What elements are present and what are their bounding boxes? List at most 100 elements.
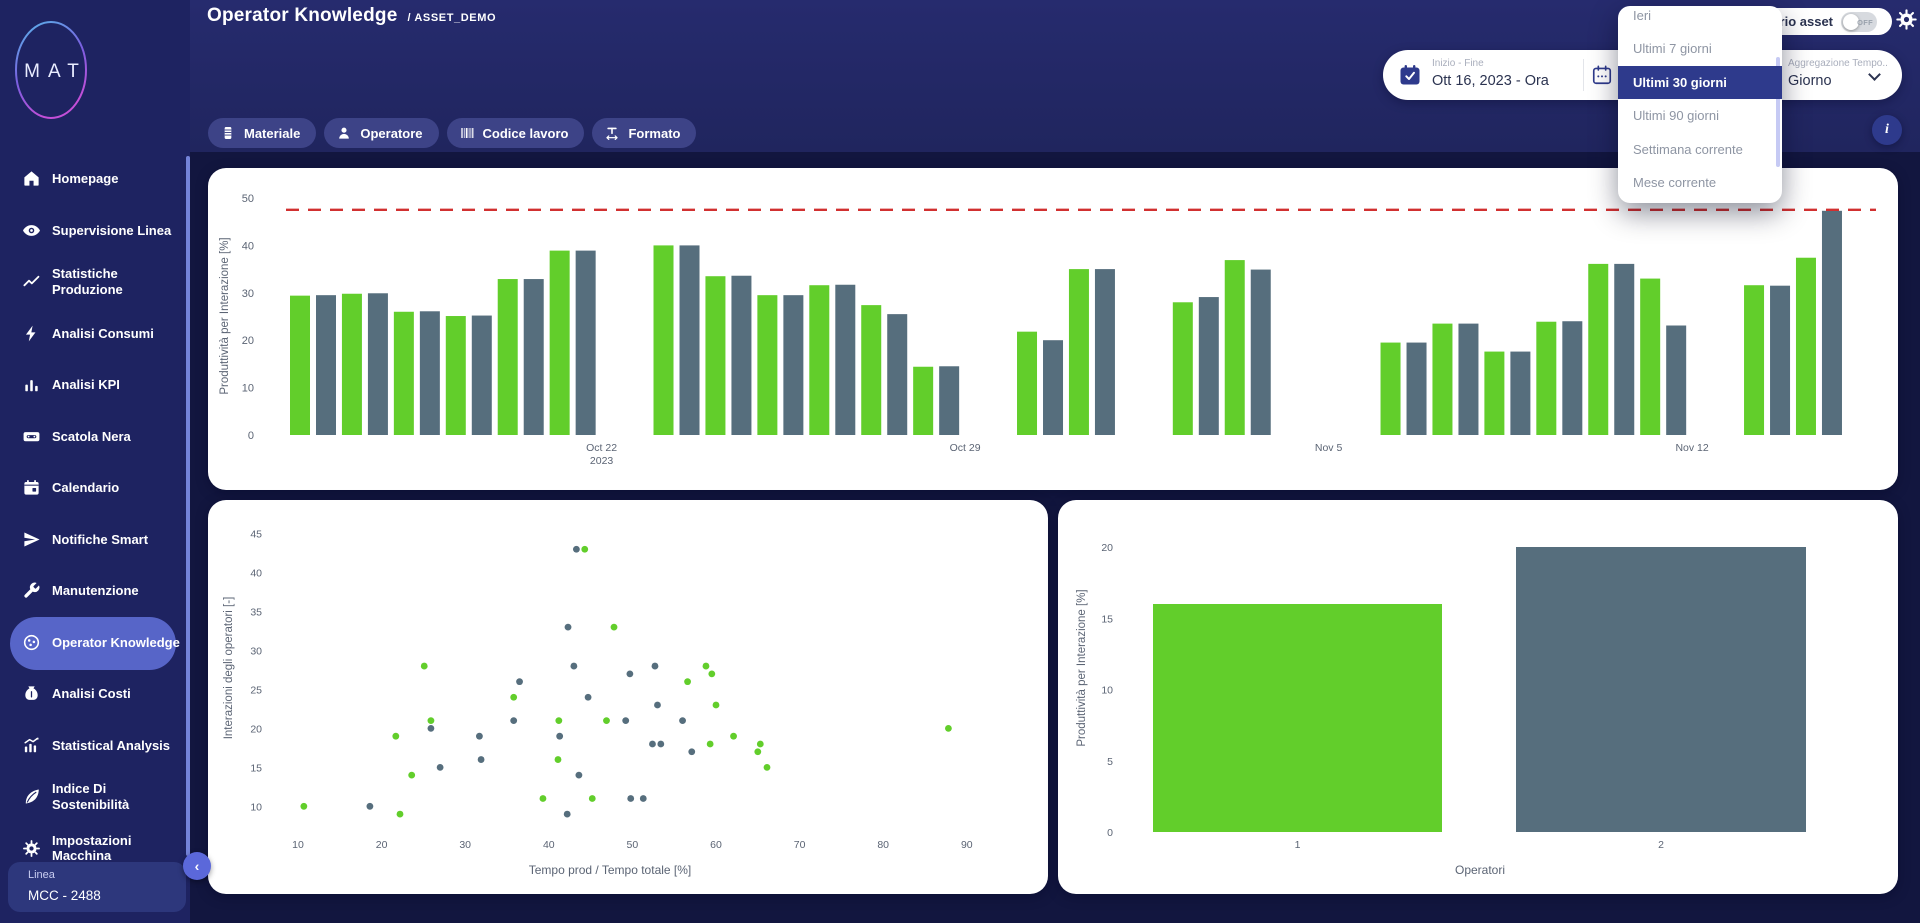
filter-chip-operatore[interactable]: Operatore [324, 118, 439, 148]
sidebar-item-indice-di-sostenibilita[interactable]: Indice Di Sostenibilità [0, 771, 190, 823]
svg-text:20: 20 [250, 723, 262, 735]
sidebar-item-manutenzione[interactable]: Manutenzione [0, 565, 190, 617]
svg-text:90: 90 [961, 839, 973, 851]
dropdown-option-ultimi-30-giorni[interactable]: Ultimi 30 giorni [1618, 66, 1782, 99]
svg-text:80: 80 [877, 839, 889, 851]
bolt-icon [22, 324, 41, 343]
svg-text:30: 30 [459, 839, 471, 851]
svg-text:20: 20 [1101, 542, 1113, 554]
blackbox-icon [22, 427, 41, 446]
svg-text:Tempo prod / Tempo totale [%]: Tempo prod / Tempo totale [%] [529, 863, 692, 877]
svg-text:10: 10 [242, 383, 254, 395]
svg-text:Oct 29: Oct 29 [950, 442, 981, 454]
sidebar-item-analisi-consumi[interactable]: Analisi Consumi [0, 308, 190, 360]
person-icon [336, 125, 352, 141]
interactions-scatter-chart[interactable]: Interazioni degli operatori [-] 10 15 20 25 3… [208, 500, 1048, 894]
svg-text:35: 35 [250, 607, 262, 619]
sidebar-item-label: Operator Knowledge [52, 634, 180, 650]
filter-chip-formato[interactable]: Formato [592, 118, 697, 148]
toolbar-divider [1583, 59, 1584, 91]
svg-text:Produttività per Interazione [: Produttività per Interazione [%] [1076, 589, 1088, 746]
asset-toggle-switch[interactable]: OFF [1841, 11, 1877, 32]
interactions-scatter-card: Interazioni degli operatori [-] 10 15 20 25 3… [208, 500, 1048, 894]
aggregation-label: Aggregazione Tempo.. [1788, 58, 1888, 69]
svg-text:10: 10 [1101, 685, 1113, 697]
dropdown-scrollbar[interactable] [1776, 57, 1780, 167]
sidebar-item-label: Statistical Analysis [52, 737, 171, 753]
mat-logo-icon [15, 21, 87, 119]
page-heading: Operator Knowledge / ASSET_DEMO [207, 5, 496, 27]
svg-text:40: 40 [250, 568, 262, 580]
dropdown-option-settimana-corrente[interactable]: Settimana corrente [1633, 142, 1743, 157]
filter-chip-label: Codice lavoro [482, 125, 569, 141]
svg-text:25: 25 [250, 684, 262, 696]
sidebar-item-supervisione-linea[interactable]: Supervisione Linea [0, 205, 190, 257]
barcode-icon [459, 125, 475, 141]
aggregation-value[interactable]: Giorno [1788, 73, 1832, 89]
svg-text:5: 5 [1107, 756, 1113, 768]
sidebar-item-impostazioni-macchina[interactable]: Impostazioni Macchina [0, 823, 190, 875]
svg-text:30: 30 [242, 288, 254, 300]
sidebar-item-statistical-analysis[interactable]: Statistical Analysis [0, 720, 190, 772]
trend-icon [22, 272, 41, 291]
line-card-label: Linea [28, 869, 55, 881]
svg-text:Produttività per Interazione [: Produttività per Interazione [%] [219, 237, 231, 394]
eye-icon [22, 221, 41, 240]
dropdown-option-ultimi-7-giorni[interactable]: Ultimi 7 giorni [1633, 41, 1712, 56]
moneybag-icon [22, 684, 41, 703]
daily-productivity-card: Produttività per Interazione [%] 0 10 20 30 4… [208, 168, 1898, 490]
svg-text:45: 45 [250, 529, 262, 541]
svg-text:20: 20 [376, 839, 388, 851]
sidebar-item-operator-knowledge[interactable]: Operator Knowledge [0, 616, 190, 670]
sidebar-item-label: Calendario [52, 480, 120, 496]
date-range-label: Inizio - Fine [1432, 58, 1484, 69]
calendar-range-icon[interactable] [1591, 64, 1613, 86]
sidebar-item-scatola-nera[interactable]: Scatola Nera [0, 411, 190, 463]
filter-chip-codice-lavoro[interactable]: Codice lavoro [446, 118, 585, 148]
send-icon [22, 530, 41, 549]
sidebar-item-statistiche-produzione[interactable]: Statistiche Produzione [0, 256, 190, 308]
filter-chip-materiale[interactable]: Materiale [208, 118, 317, 148]
info-button[interactable]: i [1872, 115, 1902, 145]
date-range-value[interactable]: Ott 16, 2023 - Ora [1432, 73, 1549, 89]
operators-productivity-chart[interactable]: Produttività per Interazione [%] 0 5 10 15 20… [1058, 500, 1898, 894]
chevron-left-icon: ‹ [194, 858, 200, 874]
sidebar-item-label: Analisi Consumi [52, 325, 154, 341]
svg-text:30: 30 [250, 646, 262, 658]
svg-text:10: 10 [250, 801, 262, 813]
sidebar-item-analisi-kpi[interactable]: Analisi KPI [0, 359, 190, 411]
sidebar-item-label: Analisi Costi [52, 686, 131, 702]
sidebar-item-calendario[interactable]: Calendario [0, 462, 190, 514]
sidebar-item-label: Notifiche Smart [52, 531, 149, 547]
chevron-down-icon[interactable] [1868, 68, 1881, 81]
sidebar-item-label: Impostazioni Macchina [52, 832, 132, 864]
sidebar-item-label: Supervisione Linea [52, 222, 172, 238]
gear-icon [22, 839, 41, 858]
sidebar-item-label: Indice Di Sostenibilità [52, 781, 130, 812]
svg-text:0: 0 [248, 430, 254, 442]
sidebar-menu: Homepage Supervisione Linea Statistiche Pr… [0, 153, 190, 874]
dropdown-option-ultimi-90-giorni[interactable]: Ultimi 90 giorni [1633, 108, 1719, 123]
operators-productivity-card: Produttività per Interazione [%] 0 5 10 15 20… [1058, 500, 1898, 894]
material-icon [220, 125, 236, 141]
filter-chip-label: Formato [628, 125, 681, 141]
daily-productivity-chart[interactable]: Produttività per Interazione [%] 0 10 20 30 4… [208, 168, 1898, 490]
settings-gear-icon[interactable] [1895, 8, 1918, 31]
sidebar-scrollbar[interactable] [186, 156, 190, 856]
sidebar-item-analisi-costi[interactable]: Analisi Costi [0, 668, 190, 720]
svg-text:40: 40 [242, 240, 254, 252]
line-card-value: MCC - 2488 [28, 888, 101, 903]
dropdown-option-ieri[interactable]: Ieri [1633, 8, 1652, 23]
info-icon: i [1885, 122, 1889, 137]
kpi-icon [22, 375, 41, 394]
svg-text:Operatori: Operatori [1455, 863, 1505, 877]
stats-icon [22, 736, 41, 755]
svg-text:1: 1 [1295, 839, 1301, 851]
filter-chips: Materiale Operatore Codice lavoro Formato [208, 118, 697, 148]
sidebar-item-homepage[interactable]: Homepage [0, 153, 190, 205]
dropdown-option-mese-corrente[interactable]: Mese corrente [1633, 175, 1717, 190]
sidebar-collapse-button[interactable]: ‹ [183, 852, 211, 880]
sidebar-item-label: Analisi KPI [52, 377, 120, 393]
sidebar-item-notifiche-smart[interactable]: Notifiche Smart [0, 514, 190, 566]
